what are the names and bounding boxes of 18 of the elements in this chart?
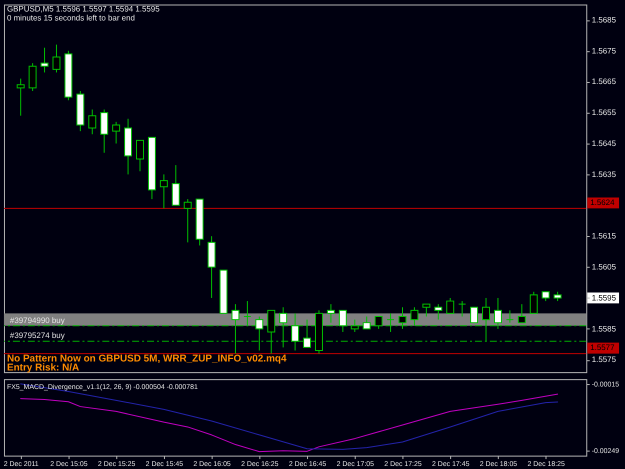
ref-line-label: #39795274 buy: [10, 331, 65, 340]
ref-line-label: 1.5577: [590, 343, 616, 352]
y-tick-label: 1.5585: [592, 324, 617, 334]
y-tick-label: 1.5615: [592, 232, 617, 241]
y-tick-label: 1.5575: [592, 355, 617, 364]
y-tick-label: 1.5665: [592, 77, 617, 86]
y-tick-label: 1.5635: [592, 170, 617, 179]
text: 0 minutes 15 seconds left to bar end: [6, 13, 135, 22]
chart-title: GBPUSD,M5 1.5596 1.5597 1.5594 1.5595: [6, 4, 160, 14]
y-tick-label: 1.5685: [592, 15, 617, 24]
ref-line-label: #39794990 buy: [10, 316, 65, 325]
y-tick-label: 1.5655: [592, 108, 617, 118]
ref-line-label: 1.5624: [590, 198, 616, 207]
annotation: Entry Risk: N/A: [6, 362, 80, 374]
y-tick-label: 1.5595: [592, 293, 617, 302]
y-tick-label: 1.5675: [592, 46, 617, 56]
y-tick-label: 1.5645: [592, 138, 617, 148]
y-tick-label: 1.5605: [592, 262, 617, 272]
